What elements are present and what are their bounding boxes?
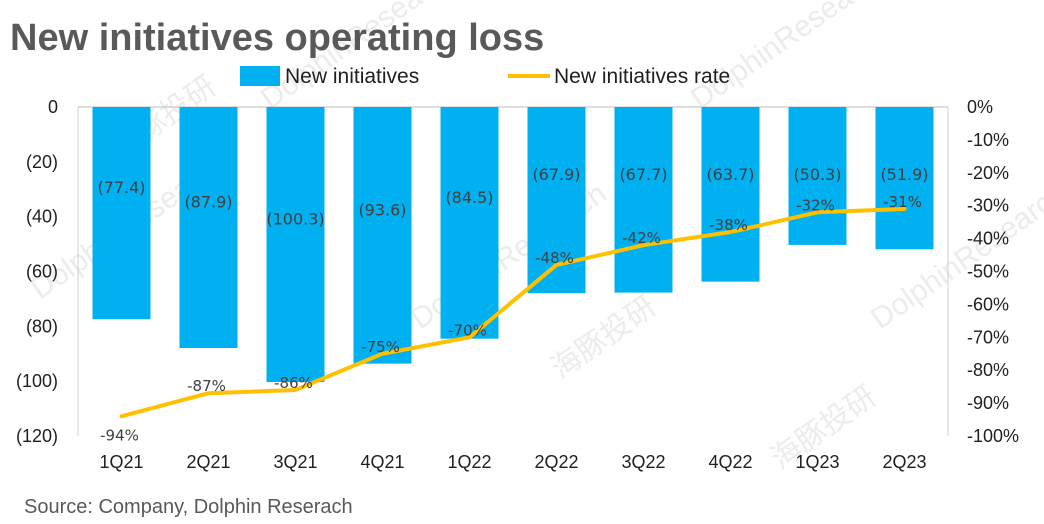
x-tick-label: 1Q22: [447, 452, 491, 472]
x-tick-label: 2Q23: [882, 452, 926, 472]
bar-value-label: (63.7): [706, 165, 754, 184]
chart-title: New initiatives operating loss: [10, 17, 544, 59]
rate-value-label: -75%: [361, 338, 400, 356]
bars: [92, 107, 934, 382]
right-tick-label: -20%: [967, 163, 1009, 183]
bar: [92, 107, 151, 320]
left-tick-label: (20): [26, 152, 58, 172]
right-tick-label: -10%: [967, 130, 1009, 150]
rate-value-label: -87%: [187, 377, 226, 395]
bar-value-label: (93.6): [358, 200, 406, 219]
bar: [614, 107, 673, 293]
rate-value-label: -94%: [100, 426, 139, 444]
legend: New initiatives New initiatives rate: [240, 65, 730, 88]
bar-value-label: (67.9): [532, 165, 580, 184]
bar: [266, 107, 325, 382]
bar: [353, 107, 412, 364]
data-labels: (77.4) (87.9) (100.3) (93.6) (84.5) (67.9) (67…: [97, 165, 928, 444]
right-tick-label: 0%: [967, 97, 993, 117]
right-tick-label: -40%: [967, 229, 1009, 249]
right-tick-label: -100%: [967, 426, 1019, 446]
bar: [179, 107, 238, 348]
left-tick-label: (100): [16, 371, 58, 391]
bar-value-label: (77.4): [97, 178, 145, 197]
right-tick-label: -90%: [967, 393, 1009, 413]
legend-swatch-bars: [240, 66, 280, 86]
rate-value-label: -38%: [709, 216, 748, 234]
rate-line-path: [119, 206, 907, 419]
bar-value-label: (100.3): [266, 209, 324, 228]
rate-value-label: -32%: [796, 196, 835, 214]
bar-value-label: (87.9): [184, 192, 232, 211]
right-tick-label: -80%: [967, 360, 1009, 380]
right-tick-label: -60%: [967, 294, 1009, 314]
legend-label-bars: New initiatives: [285, 65, 419, 88]
x-tick-label: 2Q21: [186, 452, 230, 472]
bar-value-label: (84.5): [445, 188, 493, 207]
bar: [440, 107, 499, 339]
watermark-text: DolphinResearch: [685, 0, 892, 116]
x-tick-label: 4Q21: [360, 452, 404, 472]
source-note: Source: Company, Dolphin Reserach: [24, 496, 353, 518]
rate-value-label: -42%: [622, 229, 661, 247]
left-tick-label: (80): [26, 316, 58, 336]
x-tick-label: 3Q22: [621, 452, 665, 472]
x-tick-label: 1Q23: [795, 452, 839, 472]
rate-value-label: -48%: [535, 249, 574, 267]
right-tick-label: -70%: [967, 327, 1009, 347]
bar-value-label: (67.7): [619, 165, 667, 184]
rate-value-label: -70%: [448, 321, 487, 339]
bar: [788, 107, 847, 245]
axes: 0 (20) (40) (60) (80) (100) (120) 0% -10% -20% -30…: [16, 97, 1019, 472]
x-tick-label: 1Q21: [99, 452, 143, 472]
left-tick-label: (120): [16, 426, 58, 446]
bar: [701, 107, 760, 282]
right-tick-label: -30%: [967, 196, 1009, 216]
left-tick-label: (40): [26, 207, 58, 227]
left-tick-label: 0: [48, 97, 58, 117]
bar-value-label: (51.9): [880, 165, 928, 184]
legend-label-line: New initiatives rate: [554, 65, 730, 88]
left-tick-label: (60): [26, 262, 58, 282]
rate-value-label: -31%: [883, 193, 922, 211]
x-tick-label: 2Q22: [534, 452, 578, 472]
rate-line: [119, 206, 907, 419]
x-tick-label: 4Q22: [708, 452, 752, 472]
rate-value-label: -86%: [274, 374, 313, 392]
bar-value-label: (50.3): [793, 165, 841, 184]
watermark-text-cn: 海豚投研: [545, 290, 662, 386]
bar: [875, 107, 934, 250]
x-tick-label: 3Q21: [273, 452, 317, 472]
right-tick-label: -50%: [967, 262, 1009, 282]
